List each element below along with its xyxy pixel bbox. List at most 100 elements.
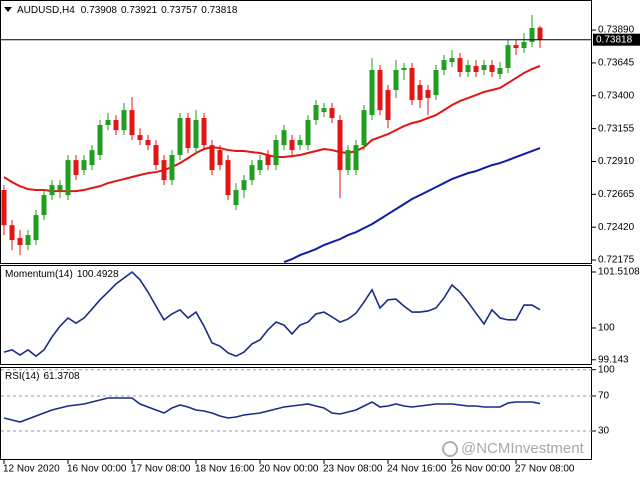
candle-body: [465, 65, 471, 73]
candle-body: [89, 150, 95, 166]
y-tick-label: 0.72420: [598, 222, 635, 233]
candle-body: [417, 85, 423, 101]
candle-body: [161, 160, 167, 181]
candle-body: [81, 160, 87, 171]
candle-body: [233, 190, 239, 206]
rsi-title: RSI(14) 61.3708: [5, 371, 80, 382]
candle-body: [337, 120, 343, 171]
candle-body: [177, 118, 183, 156]
candle-body: [137, 135, 143, 141]
candle-body: [129, 110, 135, 136]
y-tick-label: 100: [598, 323, 615, 334]
y-tick-label: 0.72665: [598, 189, 635, 200]
candle-body: [105, 120, 111, 125]
candle-body: [537, 27, 543, 40]
candle-body: [153, 145, 159, 166]
menu-triangle: [4, 7, 12, 12]
candle-body: [497, 67, 503, 75]
candle-body: [505, 45, 511, 68]
candle-body: [185, 118, 191, 149]
candle-body: [529, 28, 535, 42]
candle-body: [481, 65, 487, 71]
y-tick-label: 70: [598, 391, 610, 402]
candle-body: [313, 105, 319, 121]
price-label-box: [593, 33, 640, 46]
last-high: 0.73921: [121, 5, 158, 16]
last-open: 0.73908: [81, 5, 118, 16]
y-tick-label: 0.72910: [598, 156, 635, 167]
candle-body: [345, 150, 351, 171]
candle-body: [401, 67, 407, 71]
candle-body: [281, 130, 287, 146]
candle-body: [169, 155, 175, 181]
momentum-panel-frame: [0, 265, 592, 365]
candle-body: [57, 185, 63, 191]
price-label: 0.73818: [596, 34, 633, 45]
main-title: AUDUSD,H4 0.73908 0.73921 0.73757 0.73818: [17, 5, 238, 16]
candle-body: [353, 145, 359, 171]
candle-body: [273, 140, 279, 166]
y-tick-label: 30: [598, 426, 610, 437]
candle-body: [305, 120, 311, 146]
candle-body: [489, 65, 495, 73]
candle-body: [41, 195, 47, 216]
x-tick-label: 27 Nov 08:00: [515, 464, 575, 475]
candle-body: [441, 60, 447, 71]
candle-body: [73, 160, 79, 176]
indicator-name: RSI(14): [5, 371, 39, 382]
indicator-value: 61.3708: [43, 371, 80, 382]
y-tick-label: 0.73400: [598, 90, 635, 101]
x-tick-label: 12 Nov 2020: [3, 464, 60, 475]
x-tick-label: 26 Nov 00:00: [451, 464, 511, 475]
indicator-name: Momentum(14): [5, 269, 73, 280]
y-tick-label: 101.5108: [598, 267, 640, 278]
candle-body: [217, 150, 223, 166]
candle-body: [377, 70, 383, 111]
candle-body: [201, 118, 207, 146]
candle-body: [49, 185, 55, 196]
candle-body: [265, 155, 271, 166]
candle-body: [17, 238, 23, 246]
main-panel-frame: [0, 0, 592, 264]
candle-body: [425, 89, 431, 99]
candle-body: [297, 140, 303, 146]
candle-body: [25, 235, 31, 246]
moving-average: [3, 65, 541, 193]
candle-body: [369, 70, 375, 116]
y-tick-label: 0.72175: [598, 255, 635, 266]
candle-body: [249, 165, 255, 181]
candle-body: [241, 180, 247, 191]
x-tick-label: 18 Nov 16:00: [195, 464, 255, 475]
candle-body: [145, 140, 151, 146]
x-tick-label: 16 Nov 00:00: [67, 464, 127, 475]
x-tick-label: 17 Nov 08:00: [131, 464, 191, 475]
candle-body: [1, 190, 7, 226]
indicator-line: [3, 397, 541, 423]
candle-body: [289, 140, 295, 151]
candle-body: [321, 108, 327, 112]
candle-body: [97, 124, 103, 156]
candle-body: [433, 70, 439, 96]
candle-body: [209, 145, 215, 171]
watermark-logo: [442, 441, 458, 457]
candle-body: [521, 41, 527, 49]
momentum-title: Momentum(14) 100.4928: [5, 269, 119, 280]
watermark: @NCMInvestment: [461, 440, 585, 457]
last-low: 0.73757: [161, 5, 198, 16]
candle-body: [473, 65, 479, 73]
candle-body: [513, 45, 519, 49]
candle-body: [393, 70, 399, 90]
x-tick-label: 23 Nov 08:00: [323, 464, 383, 475]
rsi-panel-frame: [0, 367, 592, 460]
indicator-line: [3, 270, 541, 358]
y-tick-label: 0.73890: [598, 25, 635, 36]
candle-body: [329, 108, 335, 119]
symbol: AUDUSD,H4: [17, 5, 75, 16]
candle-body: [361, 110, 367, 146]
y-tick-label: 100: [598, 364, 615, 375]
candle-body: [457, 58, 463, 73]
last-close: 0.73818: [201, 5, 238, 16]
moving-average: [283, 147, 541, 263]
candle-body: [385, 89, 391, 121]
